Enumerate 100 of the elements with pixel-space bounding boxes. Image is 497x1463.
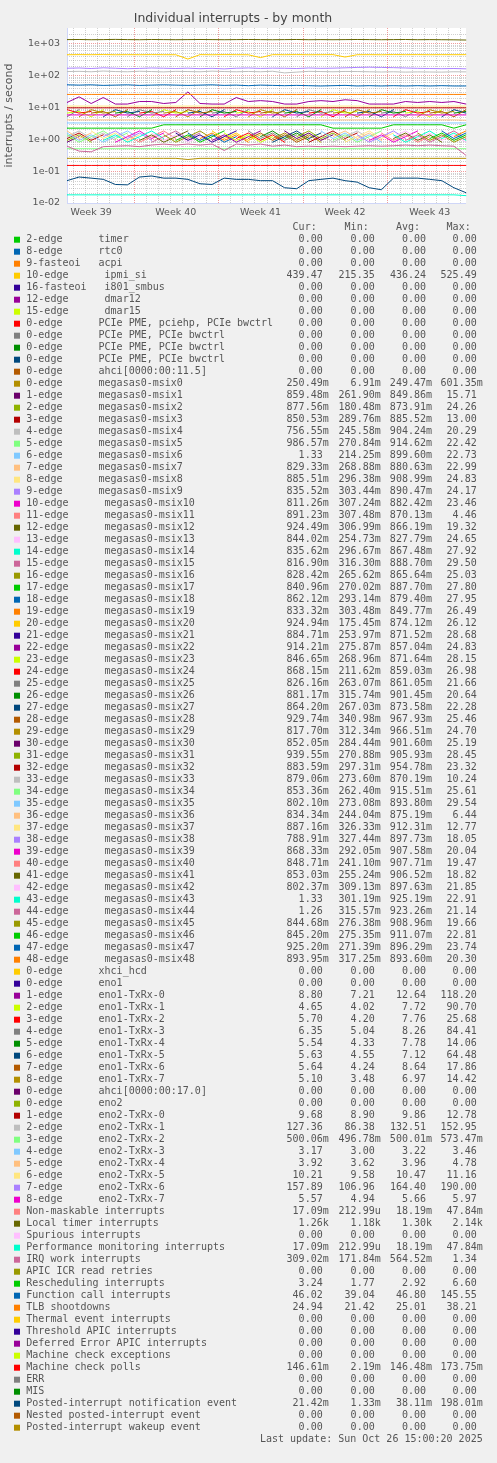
text: 848.71m xyxy=(286,857,329,869)
text: 255.24m xyxy=(338,869,381,881)
legend-label: 4-edge megasas0-msix4 xyxy=(26,425,183,437)
text: 0.00 xyxy=(350,1229,375,1241)
text: 835.62m xyxy=(286,545,329,557)
text: 882.42m xyxy=(389,497,433,509)
text: 12.64 xyxy=(395,989,426,1001)
text: 0.00 xyxy=(298,365,323,377)
text: 0.00 xyxy=(401,353,426,365)
text: 756.55m xyxy=(286,425,329,437)
x-tick-label: Week 41 xyxy=(239,206,282,218)
text: 525.49 xyxy=(440,269,477,281)
text: 0.00 xyxy=(350,1373,375,1385)
legend-label: 8-edge rtc0 xyxy=(26,245,123,257)
legend-label: 40-edge megasas0-msix40 xyxy=(26,857,195,869)
text: 896.29m xyxy=(389,941,433,953)
text: 250.49m xyxy=(286,377,329,389)
chart-title: Individual interrupts - by month xyxy=(133,10,333,26)
text: 296.38m xyxy=(338,473,381,485)
legend-label: 0-edge PCIe PME, PCIe bwctrl xyxy=(26,329,225,341)
legend-label: 41-edge megasas0-msix41 xyxy=(26,869,195,881)
text: 23.46 xyxy=(446,497,477,509)
text: 914.62m xyxy=(389,437,433,449)
legend-label: 43-edge megasas0-msix43 xyxy=(26,893,195,905)
legend-label: 8-edge megasas0-msix8 xyxy=(26,473,183,485)
text: 276.38m xyxy=(338,917,381,929)
text: 25.19 xyxy=(446,737,477,749)
text: 3.92 xyxy=(298,1157,323,1169)
text: 27.92 xyxy=(446,545,477,557)
legend-label: 36-edge megasas0-msix36 xyxy=(26,809,195,821)
text: 4.94 xyxy=(350,1193,375,1205)
text: 2.92 xyxy=(401,1277,426,1289)
text: Avg: xyxy=(395,221,420,233)
text: 23.32 xyxy=(446,761,477,773)
text: 0.00 xyxy=(350,1421,375,1433)
text: 270.84m xyxy=(338,437,381,449)
text: 9.58 xyxy=(350,1169,375,1181)
text: 0.00 xyxy=(350,965,375,977)
legend-label: 47-edge megasas0-msix47 xyxy=(26,941,195,953)
text: 0.00 xyxy=(298,1229,323,1241)
text: 0.00 xyxy=(298,1337,323,1349)
text: 17.09m xyxy=(292,1205,329,1217)
text: 0.00 xyxy=(350,977,375,989)
text: 0.00 xyxy=(298,305,323,317)
text: 317.25m xyxy=(338,953,381,965)
text: 244.04m xyxy=(338,809,381,821)
legend-label: Function call interrupts xyxy=(26,1289,171,1301)
legend-label: 46-edge megasas0-msix46 xyxy=(26,929,195,941)
text: 24.70 xyxy=(446,725,477,737)
legend-label: 2-edge megasas0-msix2 xyxy=(26,401,183,413)
text: Max: xyxy=(446,221,471,233)
text: 912.31m xyxy=(389,821,433,833)
text: 0.00 xyxy=(401,281,426,293)
text: 157.89 xyxy=(286,1181,323,1193)
text: 13.00 xyxy=(446,413,477,425)
text: 0.00 xyxy=(401,245,426,257)
legend-label: 3-edge eno2-TxRx-2 xyxy=(26,1133,165,1145)
text: 911.07m xyxy=(389,929,433,941)
text: 496.78m xyxy=(338,1133,381,1145)
legend-label: 8-edge eno1-TxRx-7 xyxy=(26,1073,165,1085)
text: 19.47 xyxy=(446,857,477,869)
text: 0.00 xyxy=(452,353,477,365)
text: 883.59m xyxy=(286,761,329,773)
legend-label: 16-fasteoi i801_smbus xyxy=(26,281,165,294)
text: 1.33 xyxy=(298,893,323,905)
text: 0.00 xyxy=(350,233,375,245)
text: 303.44m xyxy=(338,485,381,497)
text: 802.37m xyxy=(286,881,329,893)
legend-label: 23-edge megasas0-msix23 xyxy=(26,653,195,665)
text: 880.63m xyxy=(389,461,433,473)
legend-label: 3-edge eno1-TxRx-2 xyxy=(26,1013,165,1025)
text: 924.94m xyxy=(286,617,329,629)
text: 874.12m xyxy=(389,617,433,629)
text: 90.70 xyxy=(446,1001,477,1013)
text: 500.01m xyxy=(389,1133,433,1145)
x-tick-label: Week 40 xyxy=(155,206,197,218)
text: Cur: xyxy=(292,221,317,233)
legend-label: 38-edge megasas0-msix38 xyxy=(26,833,195,845)
text: 857.04m xyxy=(389,641,433,653)
legend-label: 42-edge megasas0-msix42 xyxy=(26,881,195,893)
legend-label: 0-edge xhci_hcd xyxy=(26,965,147,978)
text: 20.29 xyxy=(446,425,477,437)
legend-label: Spurious interrupts xyxy=(26,1229,141,1241)
legend-label: 0-edge megasas0-msix0 xyxy=(26,377,183,389)
text: 0.00 xyxy=(452,317,477,329)
x-tick-label: Week 42 xyxy=(324,206,366,218)
legend-label: 15-edge dmar15 xyxy=(26,305,141,317)
text: 152.95 xyxy=(440,1121,477,1133)
text: 601.35m xyxy=(440,377,483,389)
text: 26.12 xyxy=(446,617,477,629)
text: 146.61m xyxy=(286,1361,329,1373)
legend-label: 5-edge eno2-TxRx-4 xyxy=(26,1157,165,1169)
text: 18.82 xyxy=(446,869,477,881)
text: 24.17 xyxy=(446,485,477,497)
text: 1.77 xyxy=(350,1277,375,1289)
text: 7.12 xyxy=(401,1049,426,1061)
text: 868.15m xyxy=(286,665,329,677)
y-tick-label: 1e-01 xyxy=(32,164,60,176)
text: 788.91m xyxy=(286,833,329,845)
legend-label: 28-edge megasas0-msix28 xyxy=(26,713,195,725)
